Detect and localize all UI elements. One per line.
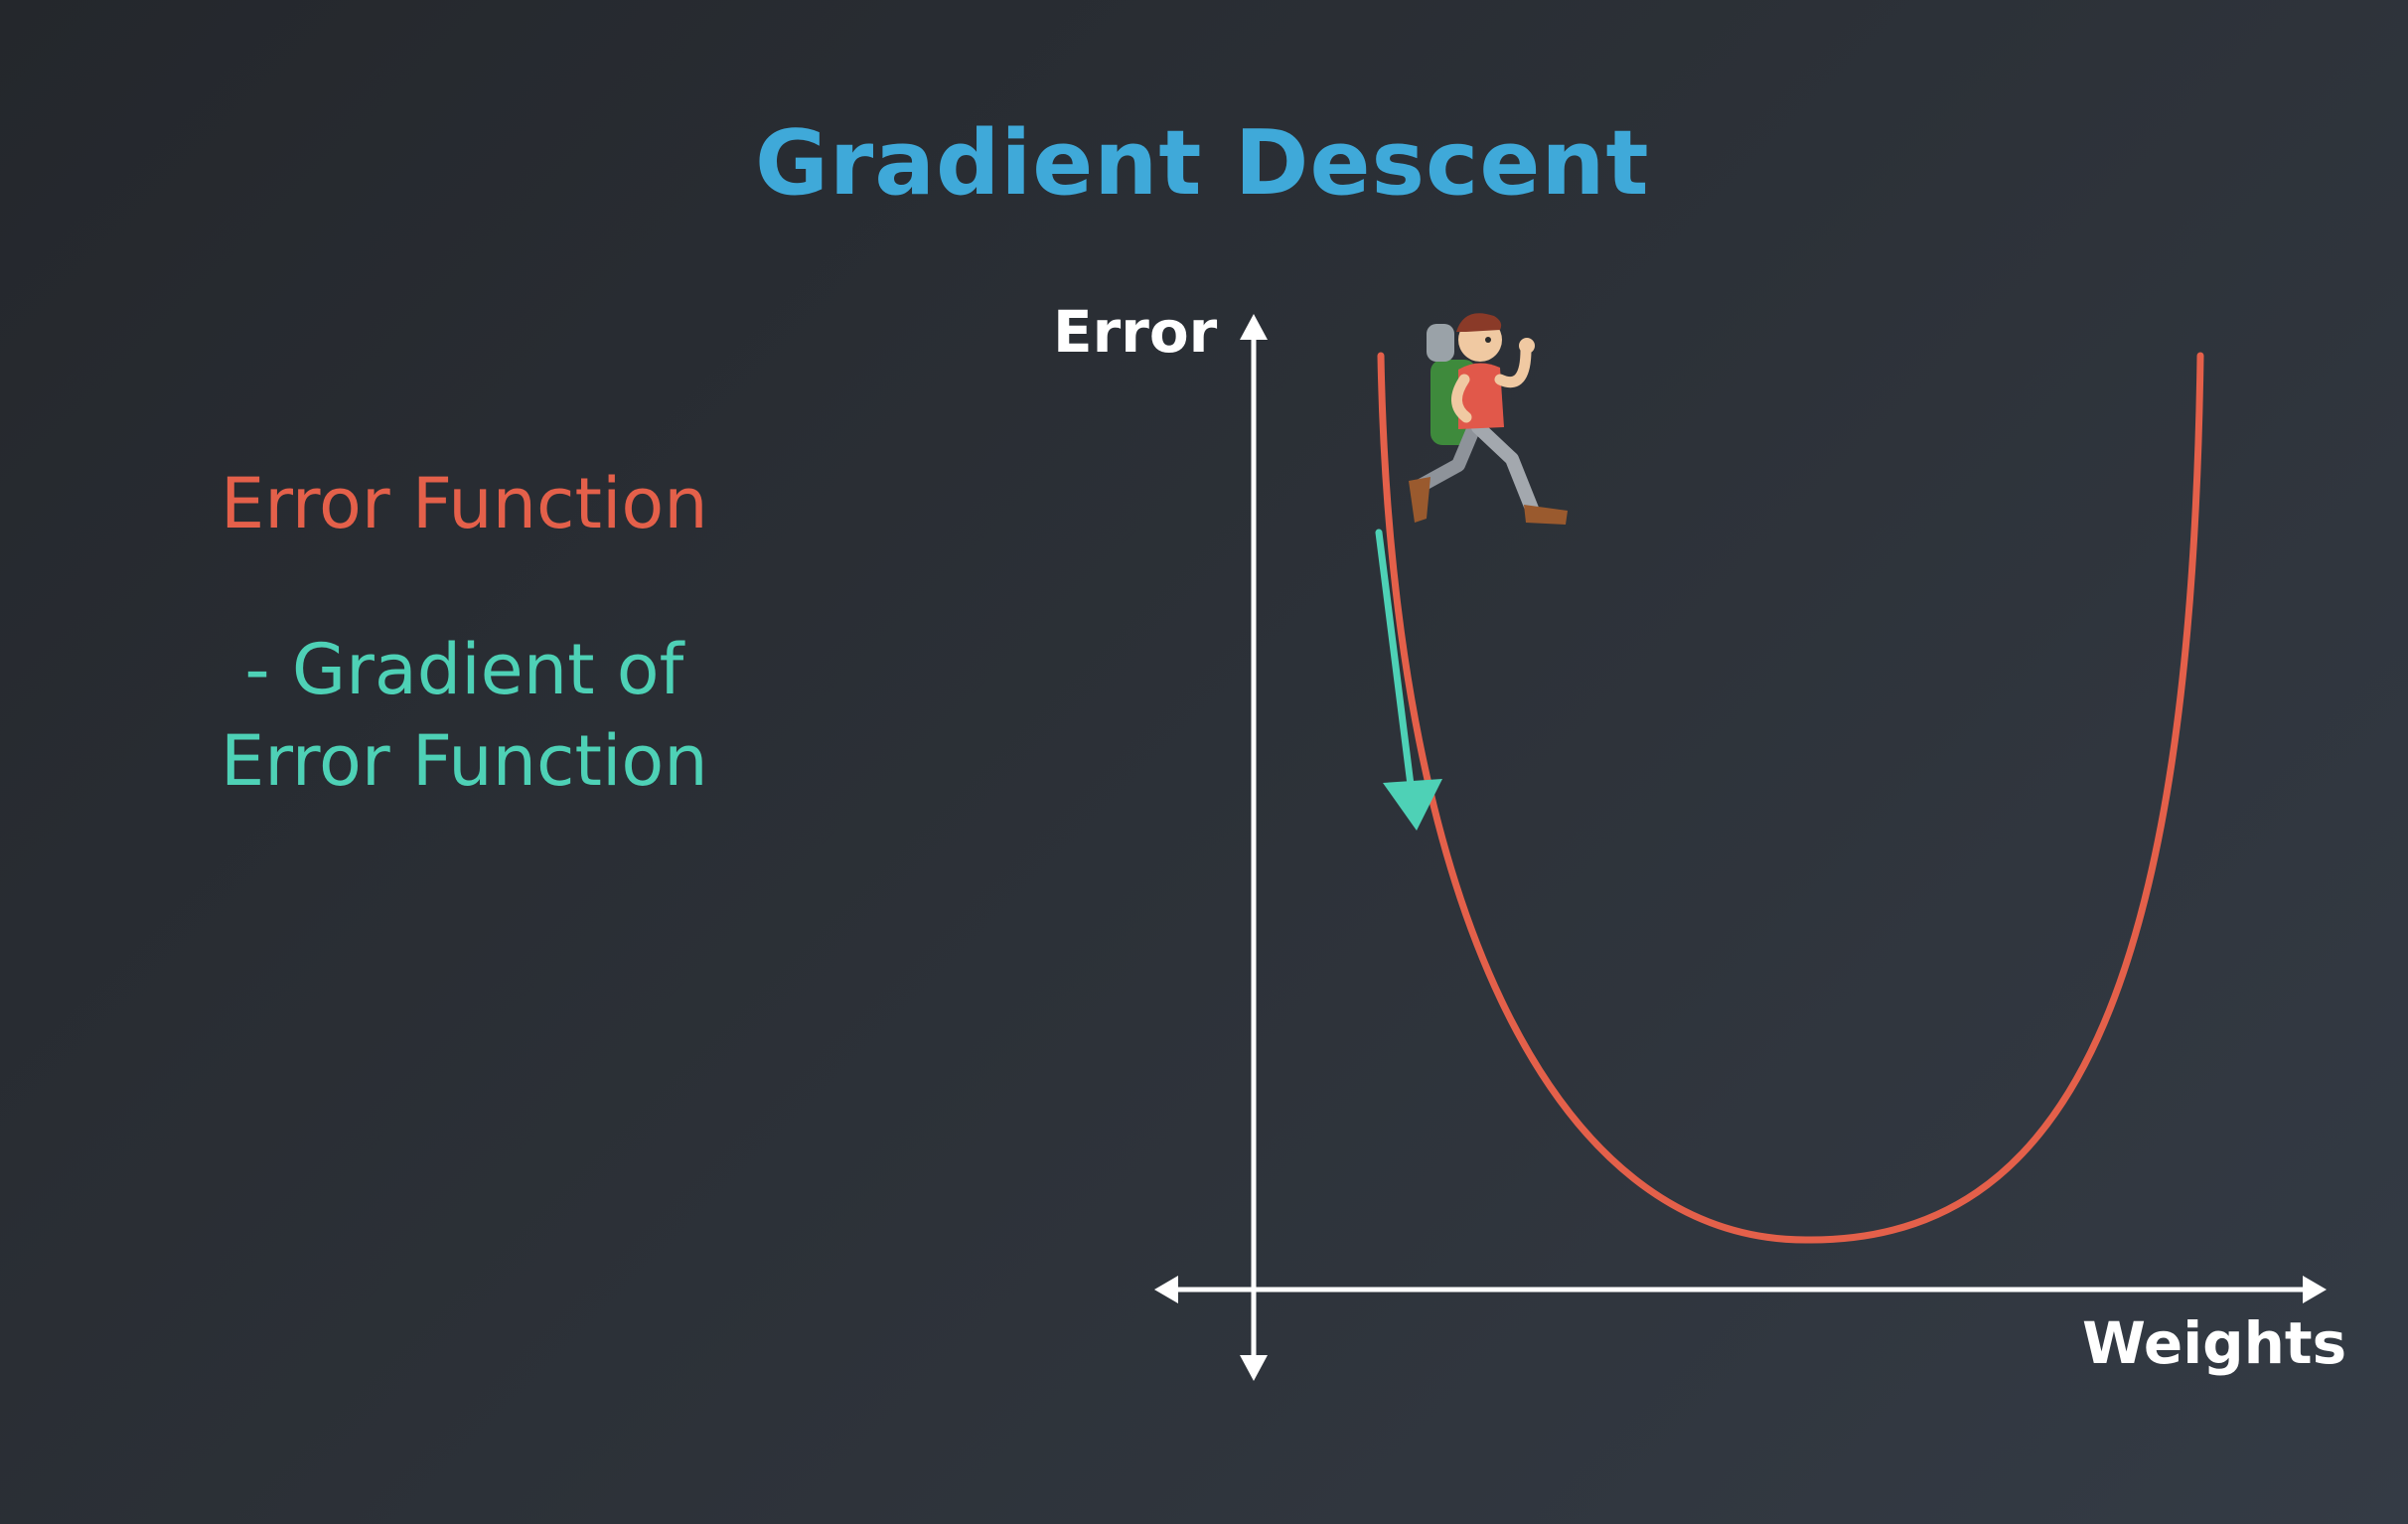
y-axis: [1240, 314, 1268, 1381]
negative-gradient-label-line1: - Gradient of: [244, 629, 684, 710]
error-curve: [1377, 352, 2204, 1244]
negative-gradient-label: - Gradient of Error Function: [221, 624, 708, 807]
x-axis-label: Weights: [2082, 1309, 2347, 1377]
x-axis: [1154, 1276, 2327, 1303]
diagram-title: Gradient Descent: [755, 111, 1650, 216]
negative-gradient-label-line2: Error Function: [221, 720, 708, 802]
hiker-icon: [1409, 313, 1568, 525]
y-axis-label: Error: [1053, 298, 1218, 366]
error-function-label: Error Function: [221, 463, 708, 544]
gradient-arrow: [1375, 529, 1442, 831]
